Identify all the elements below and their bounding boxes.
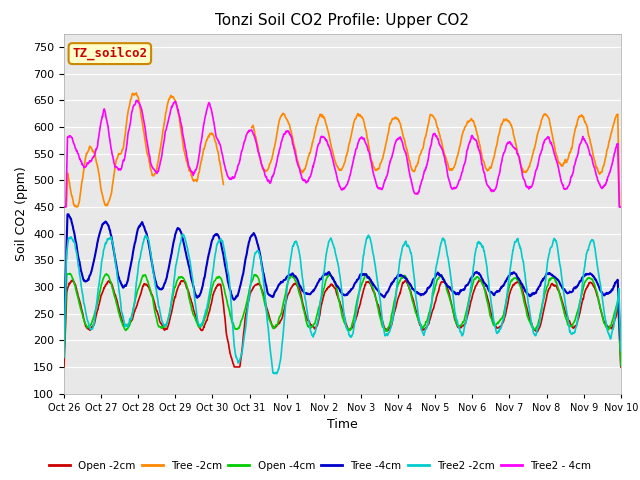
Y-axis label: Soil CO2 (ppm): Soil CO2 (ppm) bbox=[15, 166, 28, 261]
Text: TZ_soilco2: TZ_soilco2 bbox=[72, 47, 147, 60]
Title: Tonzi Soil CO2 Profile: Upper CO2: Tonzi Soil CO2 Profile: Upper CO2 bbox=[216, 13, 469, 28]
Legend: Open -2cm, Tree -2cm, Open -4cm, Tree -4cm, Tree2 -2cm, Tree2 - 4cm: Open -2cm, Tree -2cm, Open -4cm, Tree -4… bbox=[45, 456, 595, 475]
X-axis label: Time: Time bbox=[327, 418, 358, 431]
